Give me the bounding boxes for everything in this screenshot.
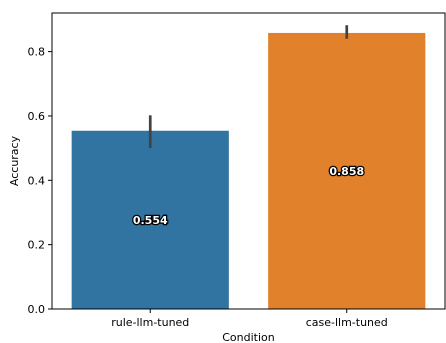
y-tick-label: 0.6 [28,110,46,123]
bar-case-llm-tuned [268,32,426,310]
plot-frame [51,12,446,310]
bars-group [71,32,426,310]
data-label-case-llm-tuned: 0.858 [329,165,364,178]
x-tick-label-case-llm-tuned: case-llm-tuned [306,316,388,329]
axes-group [51,12,446,310]
data-label-rule-llm-tuned: 0.554 [133,214,168,227]
bar-rule-llm-tuned [71,130,229,309]
y-ticks-group: 0.0 0.2 0.4 0.6 0.8 [28,46,52,316]
x-ticks-group: rule-llm-tuned case-llm-tuned [111,309,388,329]
x-axis-label: Condition [222,331,275,343]
y-tick-label: 0.0 [28,303,46,316]
data-labels-group: 0.554 0.858 [132,164,366,228]
x-tick-label-rule-llm-tuned: rule-llm-tuned [111,316,189,329]
y-tick-label: 0.8 [28,46,46,59]
y-tick-label: 0.2 [28,239,46,252]
y-tick-label: 0.4 [28,174,46,187]
errorbars-group [148,25,349,149]
y-axis-label: Accuracy [8,135,21,186]
